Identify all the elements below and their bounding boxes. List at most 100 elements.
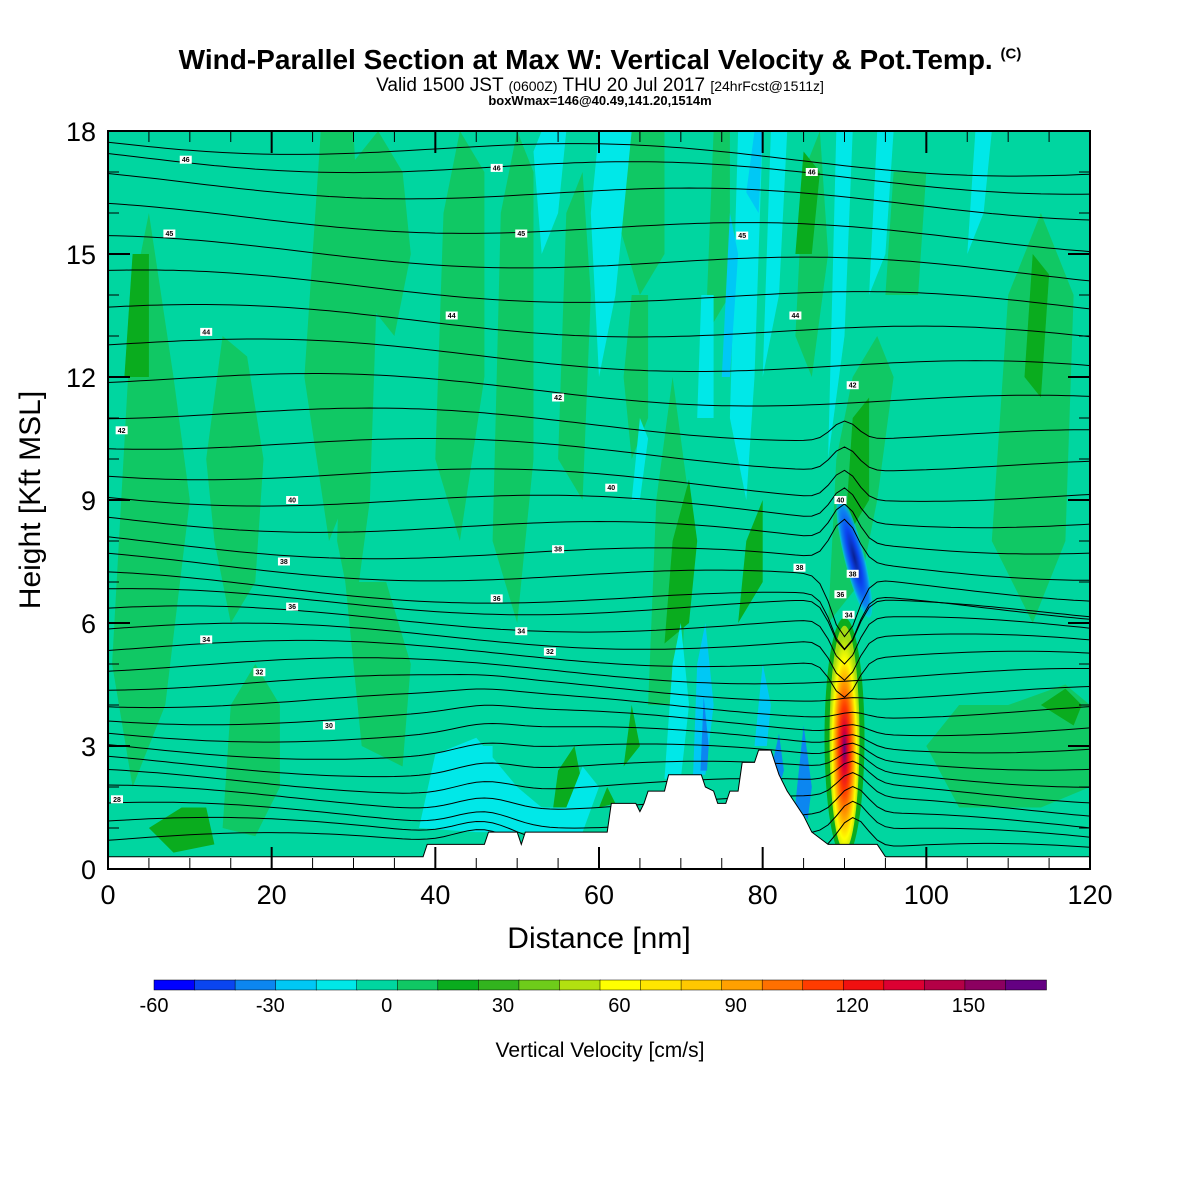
theta-contour <box>108 438 1090 472</box>
theta-contour <box>108 742 1090 771</box>
field-patch <box>729 131 763 500</box>
x-tick-label: 100 <box>904 880 949 910</box>
theta-contour <box>108 173 1090 221</box>
contour-label-bg <box>286 496 299 504</box>
colorbar-swatch <box>478 979 520 991</box>
theta-contour <box>108 786 1090 829</box>
forecast-info: [24hrFcst@1511z] <box>710 78 824 94</box>
x-tick-label: 80 <box>748 880 778 910</box>
velocity-field <box>112 131 1090 858</box>
theta-contour <box>108 468 1090 502</box>
theta-contour <box>108 487 1090 529</box>
colorbar-swatch <box>599 979 642 991</box>
field-patch <box>492 131 534 623</box>
theta-contour <box>108 153 1090 195</box>
field-patch <box>148 807 215 853</box>
field-patch <box>700 696 709 771</box>
theta-contour <box>108 622 1090 681</box>
field-patch <box>599 787 616 808</box>
contour-label: 45 <box>165 231 173 238</box>
contour-label: 44 <box>448 313 456 320</box>
chart-title: Wind-Parallel Section at Max W: Vertical… <box>0 44 1200 76</box>
contour-label: 42 <box>554 395 562 402</box>
theta-contour <box>108 518 1090 581</box>
theta-contour <box>108 235 1090 282</box>
y-axis-label: Height [Kft MSL] <box>14 391 47 609</box>
contour-label-bg <box>736 231 749 240</box>
field-patch <box>664 623 689 779</box>
colorbar-swatch <box>761 979 804 991</box>
contour-label: 34 <box>202 637 210 644</box>
colorbar-swatch <box>153 979 196 991</box>
colorbar-tick-label: -60 <box>140 995 169 1017</box>
y-tick-label: 3 <box>81 732 96 762</box>
y-tick-label: 15 <box>66 240 96 270</box>
field-patch <box>991 213 1074 623</box>
theta-contour <box>108 202 1090 253</box>
field-patch <box>419 737 599 833</box>
contour-label: 42 <box>118 428 126 435</box>
theta-contour <box>108 657 1090 685</box>
colorbar-label: Vertical Velocity [cm/s] <box>496 1039 705 1062</box>
colorbar-tick-label: -30 <box>256 995 285 1017</box>
theta-contour <box>108 269 1090 310</box>
contour-label: 38 <box>554 547 562 554</box>
contour-label-bg <box>490 594 503 603</box>
theta-contour <box>108 760 1090 804</box>
field-patch <box>623 705 640 767</box>
contour-label-bg <box>163 229 176 238</box>
contour-label-bg <box>846 569 859 578</box>
theta-contour <box>108 605 1090 665</box>
contour-label-bg <box>543 647 556 656</box>
contour-label: 28 <box>113 797 121 804</box>
y-tick-label: 9 <box>81 486 96 516</box>
contour-label-bg <box>200 635 213 644</box>
theta-contour <box>108 673 1090 702</box>
contour-label: 36 <box>493 596 501 603</box>
field-patch <box>746 131 763 213</box>
colorbar: -60 -30 0 30 60 90 120 150 <box>140 979 1047 1017</box>
field-patch <box>697 295 714 418</box>
colorbar-swatch <box>964 979 1007 991</box>
field-patch <box>795 151 820 254</box>
contour-label-bg <box>445 311 458 320</box>
contour-label: 38 <box>849 571 857 578</box>
copyright-mark: (C) <box>1000 45 1022 63</box>
field-patch <box>693 623 714 775</box>
contour-label: 32 <box>255 670 263 677</box>
contour-label: 32 <box>546 649 554 656</box>
colorbar-swatch <box>559 979 601 991</box>
x-tick-label: 0 <box>100 880 115 910</box>
y-tick-label: 12 <box>66 363 96 393</box>
colorbar-swatch <box>397 979 439 991</box>
theta-contour <box>108 552 1090 638</box>
field-patch <box>558 172 591 500</box>
contour-label: 44 <box>792 313 800 320</box>
terrain <box>107 749 1091 870</box>
contour-label: 36 <box>837 592 845 599</box>
contour-label-bg <box>552 545 565 554</box>
theta-contour <box>108 503 1090 555</box>
field-patch <box>664 479 698 644</box>
contour-label-bg <box>605 483 618 492</box>
contour-label-bg <box>179 155 192 164</box>
contour-label-bg <box>842 610 855 619</box>
colorbar-swatch <box>883 979 926 991</box>
contour-label-bg <box>322 721 335 730</box>
y-tick-label: 18 <box>66 117 96 147</box>
contour-label-bg <box>115 426 128 435</box>
theta-contour <box>108 751 1090 788</box>
contour-label-bg <box>277 557 290 566</box>
contour-label-bg <box>515 627 528 636</box>
contour-label-bg <box>515 229 528 238</box>
colorbar-swatch <box>843 979 885 991</box>
field-patch <box>124 254 149 377</box>
field-patch <box>615 131 665 295</box>
x-tick-label: 120 <box>1067 880 1112 910</box>
colorbar-swatch <box>194 979 236 991</box>
colorbar-swatch <box>924 979 966 991</box>
contour-label: 46 <box>808 170 816 177</box>
theta-contour <box>108 722 1090 754</box>
